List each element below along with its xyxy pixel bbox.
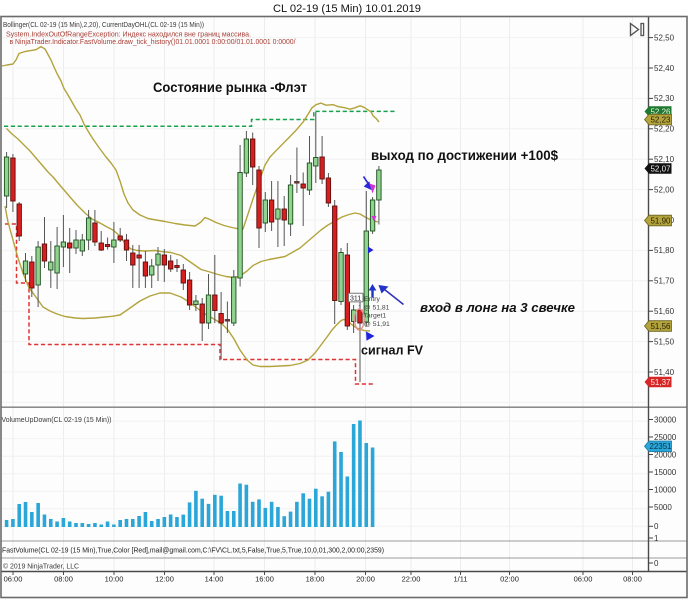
svg-text:CL 02-19 (15 Min) 10.01.2019: CL 02-19 (15 Min) 10.01.2019 — [273, 3, 421, 15]
svg-text:52,00: 52,00 — [654, 185, 675, 194]
svg-text:VolumeUpDown(CL 02-19 (15 Min): VolumeUpDown(CL 02-19 (15 Min)) — [2, 415, 112, 424]
svg-text:25000: 25000 — [654, 433, 677, 442]
svg-text:52,07: 52,07 — [650, 164, 671, 173]
svg-text:51,60: 51,60 — [654, 307, 675, 316]
svg-text:30000: 30000 — [654, 415, 677, 424]
svg-text:Состояние рынка -Флэт: Состояние рынка -Флэт — [153, 79, 307, 95]
svg-text:Entry: Entry — [364, 296, 380, 303]
svg-text:08:00: 08:00 — [54, 575, 73, 584]
svg-text:52,30: 52,30 — [654, 94, 675, 103]
svg-text:Bollinger(CL 02-19 (15 Min),2,: Bollinger(CL 02-19 (15 Min),2,20), Curre… — [3, 20, 204, 29]
svg-text:© 2019 NinjaTrader, LLC: © 2019 NinjaTrader, LLC — [3, 561, 80, 570]
svg-text:06:00: 06:00 — [4, 575, 23, 584]
svg-text:14:00: 14:00 — [205, 575, 224, 584]
svg-text:52,23: 52,23 — [650, 115, 671, 124]
svg-text:1 @ 51,81: 1 @ 51,81 — [358, 304, 390, 311]
svg-text:22351: 22351 — [649, 442, 672, 451]
svg-text:20:00: 20:00 — [356, 575, 375, 584]
svg-text:@ 51,91: @ 51,91 — [364, 321, 390, 328]
svg-text:52,40: 52,40 — [654, 64, 675, 73]
svg-text:311: 311 — [350, 295, 361, 302]
svg-text:52,50: 52,50 — [654, 33, 675, 42]
svg-text:51,80: 51,80 — [654, 246, 675, 255]
svg-text:в NinjaTrader.Indicator.FastVo: в NinjaTrader.Indicator.FastVolume.draw_… — [10, 37, 297, 46]
svg-text:52,26: 52,26 — [650, 107, 671, 116]
svg-text:52,10: 52,10 — [654, 155, 675, 164]
svg-text:10000: 10000 — [654, 485, 677, 494]
svg-text:02:00: 02:00 — [500, 575, 519, 584]
svg-text:0: 0 — [654, 559, 659, 568]
svg-text:System.IndexOutOfRangeExceptio: System.IndexOutOfRangeException: Индекс … — [6, 30, 251, 39]
svg-text:22:00: 22:00 — [402, 575, 421, 584]
svg-text:20000: 20000 — [654, 450, 677, 459]
svg-text:выход по достижении +100$: выход по достижении +100$ — [371, 148, 558, 163]
svg-text:16:00: 16:00 — [255, 575, 274, 584]
svg-text:51,90: 51,90 — [650, 216, 671, 225]
svg-text:51,56: 51,56 — [650, 322, 671, 331]
svg-text:06:00: 06:00 — [574, 575, 593, 584]
svg-text:Target1: Target1 — [364, 313, 387, 320]
svg-text:18:00: 18:00 — [306, 575, 325, 584]
svg-text:5000: 5000 — [654, 503, 672, 512]
svg-text:10:00: 10:00 — [105, 575, 124, 584]
svg-text:08:00: 08:00 — [623, 575, 642, 584]
svg-text:52,20: 52,20 — [654, 125, 675, 134]
svg-text:51,50: 51,50 — [654, 337, 675, 346]
svg-text:вход в лонг на 3 свечке: вход в лонг на 3 свечке — [420, 300, 575, 315]
svg-text:12:00: 12:00 — [155, 575, 174, 584]
svg-text:51,40: 51,40 — [654, 368, 675, 377]
svg-text:1/11: 1/11 — [453, 575, 467, 584]
svg-text:1: 1 — [654, 534, 659, 543]
svg-text:15000: 15000 — [654, 468, 677, 477]
svg-text:0: 0 — [654, 522, 659, 531]
svg-text:FastVolume(CL 02-19 (15 Min),T: FastVolume(CL 02-19 (15 Min),True,Color … — [2, 545, 384, 554]
svg-text:51,70: 51,70 — [654, 277, 675, 286]
svg-text:51,37: 51,37 — [650, 378, 671, 387]
svg-text:сигнал FV: сигнал FV — [361, 343, 424, 357]
